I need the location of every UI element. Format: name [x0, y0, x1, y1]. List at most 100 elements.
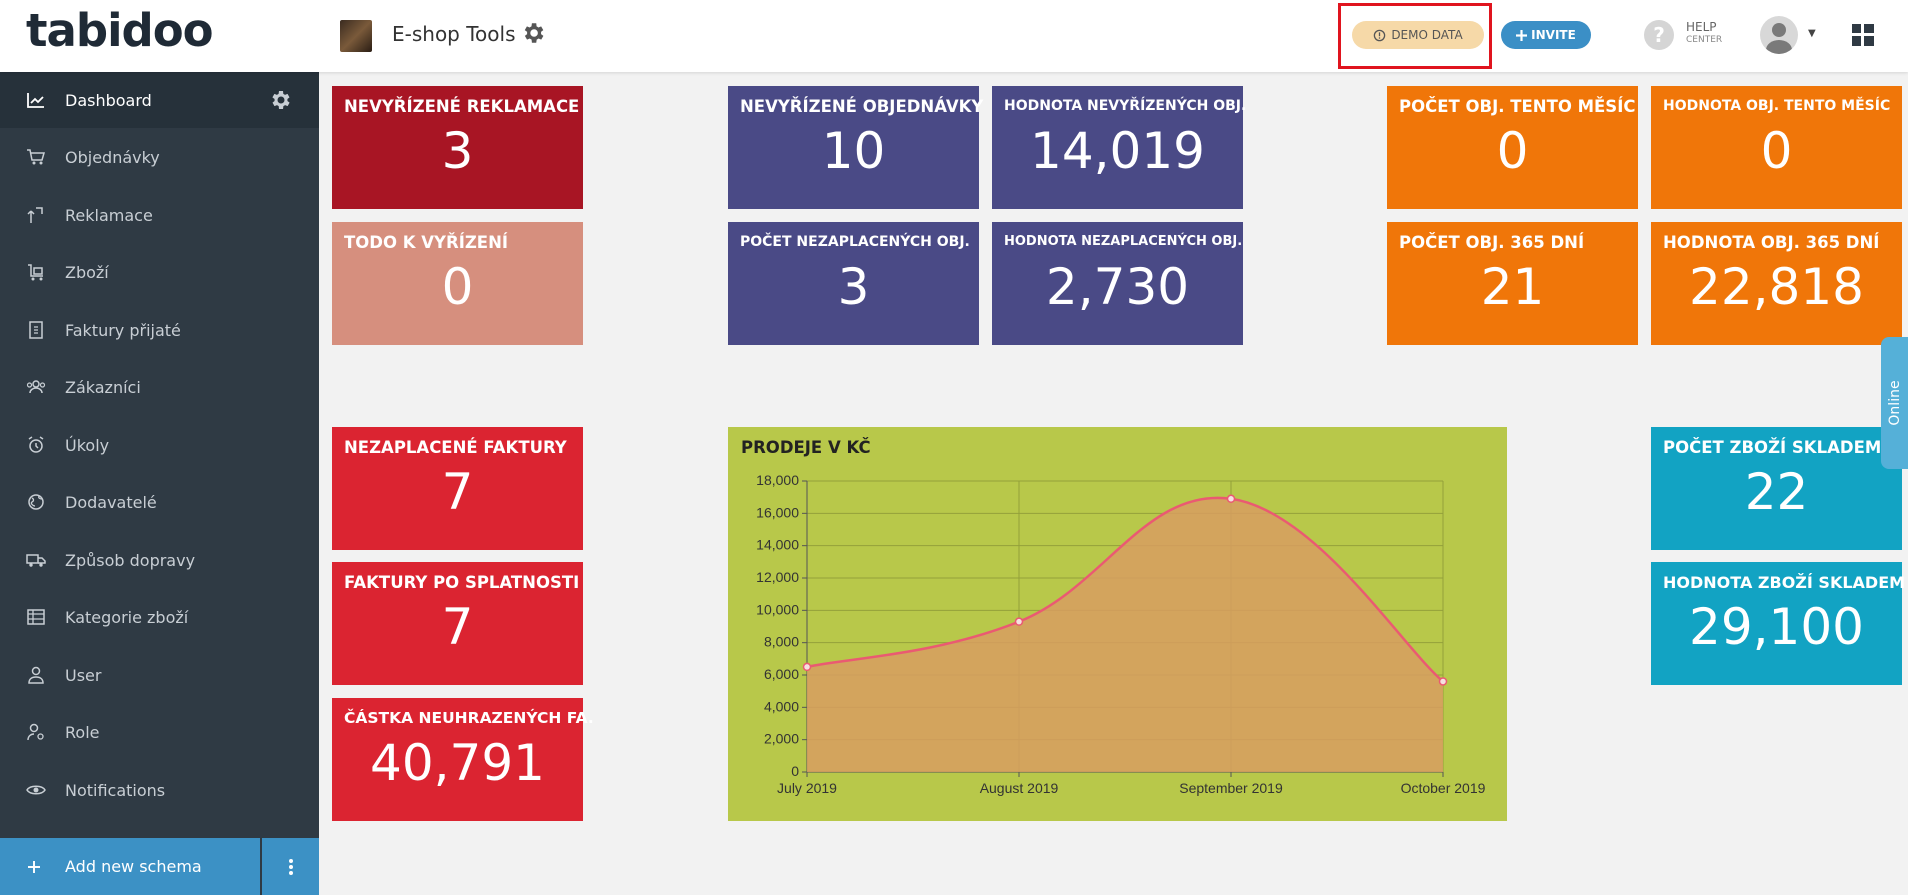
plus-icon	[1516, 29, 1528, 41]
sidebar-item-label: Zboží	[65, 262, 109, 282]
sidebar-item-objednavky[interactable]: Objednávky	[0, 129, 319, 185]
sidebar-item-label: Role	[65, 722, 100, 742]
tile-value: 14,019	[1030, 122, 1205, 180]
info-circle-icon	[1374, 29, 1386, 41]
more-vertical-icon	[288, 858, 293, 875]
sidebar-item-reklamace[interactable]: Reklamace	[0, 187, 319, 243]
eye-icon	[26, 785, 46, 795]
sidebar-item-user[interactable]: User	[0, 647, 319, 703]
online-chat-tab[interactable]: Online	[1881, 337, 1908, 469]
sidebar-item-notifications[interactable]: Notifications	[0, 762, 319, 818]
y-tick-label: 14,000	[756, 537, 799, 553]
tile-faktury-po-splatnosti[interactable]: FAKTURY PO SPLATNOSTI 7	[332, 562, 583, 685]
sidebar-item-kategorie-zbozi[interactable]: Kategorie zboží	[0, 589, 319, 645]
series-line	[806, 496, 1444, 683]
data-point	[1438, 677, 1448, 686]
invoice-icon	[29, 321, 43, 339]
x-tick-label: October 2019	[1401, 780, 1486, 796]
x-tick-label: July 2019	[777, 780, 837, 796]
return-icon	[27, 207, 43, 223]
sidebar-item-zbozi[interactable]: Zboží	[0, 244, 319, 300]
sidebar-item-label: Kategorie zboží	[65, 607, 189, 627]
sidebar-item-ukoly[interactable]: Úkoly	[0, 417, 319, 473]
tile-hodnota-nevyrizenych[interactable]: HODNOTA NEVYŘÍZENÝCH OBJ. 14,019	[992, 86, 1247, 209]
sidebar-item-label: Notifications	[65, 780, 166, 800]
tile-value: 10	[821, 122, 886, 180]
tile-value: 40,791	[370, 734, 545, 792]
help-label: HELP	[1686, 20, 1717, 34]
invite-button[interactable]: INVITE	[1501, 21, 1591, 49]
sidebar-item-role[interactable]: Role	[0, 704, 319, 760]
add-new-schema-button[interactable]: Add new schema	[0, 838, 260, 895]
avatar-chevron-down-icon[interactable]: ▼	[1808, 28, 1816, 39]
trolley-icon	[28, 264, 43, 281]
sidebar-item-label: Objednávky	[65, 147, 160, 167]
schema-more-options-button[interactable]	[262, 838, 319, 895]
tile-pocet-zbozi-skladem[interactable]: POČET ZBOŽÍ SKLADEM 22	[1651, 427, 1902, 550]
dashboard-settings-gear-icon[interactable]	[268, 88, 292, 112]
plus-icon	[28, 860, 40, 873]
tile-label: TODO K VYŘÍZENÍ	[344, 233, 509, 252]
sidebar-item-faktury-prijate[interactable]: Faktury přijaté	[0, 302, 319, 358]
tile-label: HODNOTA NEVYŘÍZENÝCH OBJ.	[1004, 98, 1247, 114]
tile-label: HODNOTA OBJ. TENTO MĚSÍC	[1663, 98, 1891, 114]
tile-label: NEZAPLACENÉ FAKTURY	[344, 438, 567, 457]
tile-label: HODNOTA NEZAPLACENÝCH OBJ.	[1004, 234, 1243, 249]
truck-icon	[26, 554, 46, 567]
chart-title: PRODEJE V KČ	[741, 438, 871, 457]
top-header: tabidoo E-shop Tools DEMO DATA INVITE ? …	[0, 0, 1908, 72]
tile-pocet-nezaplacenych[interactable]: POČET NEZAPLACENÝCH OBJ. 3	[728, 222, 979, 345]
tile-value: 0	[1496, 122, 1529, 180]
sales-chart-panel: PRODEJE V KČ 0 2,000 4,000 6,000 8,000 10,000…	[728, 427, 1507, 821]
tile-value: 0	[441, 258, 474, 316]
tile-todo-k-vyrizeni[interactable]: TODO K VYŘÍZENÍ 0	[332, 222, 583, 345]
tabidoo-logo[interactable]: tabidoo	[26, 4, 214, 57]
tile-label: POČET OBJ. 365 DNÍ	[1399, 233, 1585, 252]
sidebar-item-label: Úkoly	[65, 435, 110, 455]
sidebar-item-label: Způsob dopravy	[65, 550, 196, 570]
invite-label: INVITE	[1531, 28, 1576, 42]
tile-pocet-obj-365[interactable]: POČET OBJ. 365 DNÍ 21	[1387, 222, 1638, 345]
tile-label: NEVYŘÍZENÉ REKLAMACE	[344, 97, 580, 116]
tile-value: 7	[441, 598, 474, 656]
tile-hodnota-obj-tento-mesic[interactable]: HODNOTA OBJ. TENTO MĚSÍC 0	[1651, 86, 1902, 209]
y-tick-label: 10,000	[756, 601, 799, 617]
tile-hodnota-zbozi-skladem[interactable]: HODNOTA ZBOŽÍ SKLADEM 29,100	[1651, 562, 1905, 685]
sidebar-item-label: Faktury přijaté	[65, 320, 181, 340]
tile-nevyrizene-reklamace[interactable]: NEVYŘÍZENÉ REKLAMACE 3	[332, 86, 583, 209]
help-question-icon[interactable]: ?	[1644, 20, 1674, 50]
y-tick-label: 4,000	[764, 698, 799, 714]
tile-pocet-obj-tento-mesic[interactable]: POČET OBJ. TENTO MĚSÍC 0	[1387, 86, 1638, 209]
app-title[interactable]: E-shop Tools	[392, 22, 516, 46]
tile-value: 0	[1760, 122, 1793, 180]
role-icon	[27, 723, 44, 741]
tile-nezaplacene-faktury[interactable]: NEZAPLACENÉ FAKTURY 7	[332, 427, 583, 550]
tile-value: 3	[837, 258, 870, 316]
user-avatar[interactable]	[1760, 16, 1798, 54]
x-tick-label: August 2019	[980, 780, 1059, 796]
tile-nevyrizene-objednavky[interactable]: NEVYŘÍZENÉ OBJEDNÁVKY 10	[728, 86, 983, 209]
tile-hodnota-nezaplacenych[interactable]: HODNOTA NEZAPLACENÝCH OBJ. 2,730	[992, 222, 1243, 345]
sidebar-item-zakaznici[interactable]: Zákazníci	[0, 359, 319, 415]
demo-data-button[interactable]: DEMO DATA	[1352, 21, 1484, 49]
tile-label: POČET ZBOŽÍ SKLADEM	[1663, 438, 1882, 457]
sidebar-item-label: Reklamace	[65, 205, 153, 225]
tile-label: FAKTURY PO SPLATNOSTI	[344, 573, 580, 592]
tile-value: 29,100	[1689, 598, 1864, 656]
x-tick-label: September 2019	[1179, 780, 1283, 796]
tile-castka-neuhrazenych[interactable]: ČÁSTKA NEUHRAZENÝCH FA. 40,791	[332, 698, 594, 821]
tile-hodnota-obj-365[interactable]: HODNOTA OBJ. 365 DNÍ 22,818	[1651, 222, 1902, 345]
series-area	[807, 497, 1443, 772]
sidebar-item-dodavatele[interactable]: Dodavatelé	[0, 474, 319, 530]
tile-value: 22,818	[1689, 258, 1864, 316]
help-sub-label: CENTER	[1686, 35, 1723, 45]
sidebar-item-dashboard[interactable]: Dashboard	[0, 72, 319, 128]
help-center-link[interactable]: HELP CENTER	[1686, 21, 1722, 47]
tile-value: 21	[1480, 258, 1545, 316]
apps-grid-icon[interactable]	[1852, 24, 1874, 46]
user-icon	[28, 666, 44, 684]
sidebar-item-zpusob-dopravy[interactable]: Způsob dopravy	[0, 532, 319, 588]
tile-value: 7	[441, 463, 474, 521]
app-settings-gear-icon[interactable]	[520, 20, 546, 46]
sidebar-item-label: User	[65, 665, 102, 685]
